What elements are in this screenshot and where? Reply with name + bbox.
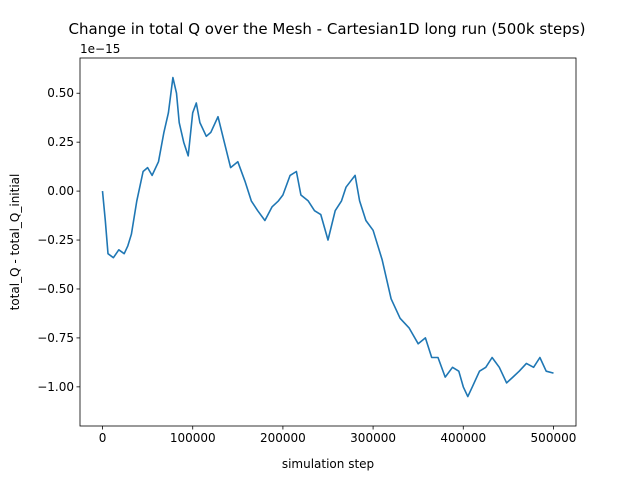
y-offset-label: 1e−15 (80, 42, 120, 56)
x-tick-label: 0 (99, 431, 107, 445)
y-tick-label: −1.00 (37, 380, 74, 394)
y-tick-label: 0.00 (47, 184, 74, 198)
y-tick-label: 0.50 (47, 86, 74, 100)
series-line-0 (101, 76, 554, 398)
y-axis-label: total_Q - total_Q_initial (8, 174, 22, 311)
chart-title: Change in total Q over the Mesh - Cartes… (69, 20, 586, 38)
x-tick-label: 500000 (531, 431, 577, 445)
y-tick-label: −0.50 (37, 282, 74, 296)
x-tick-label: 200000 (260, 431, 306, 445)
y-tick-label: −0.25 (37, 233, 74, 247)
x-axis-label: simulation step (282, 457, 374, 471)
x-tick-label: 300000 (350, 431, 396, 445)
x-tick-label: 100000 (170, 431, 216, 445)
y-tick-label: 0.25 (47, 135, 74, 149)
x-tick-label: 400000 (440, 431, 486, 445)
y-tick-label: −0.75 (37, 331, 74, 345)
axes-frame (79, 57, 577, 427)
plot-area: 0 100000 200000 300000 400000 500000 0.50 0.25 0… (37, 57, 577, 445)
